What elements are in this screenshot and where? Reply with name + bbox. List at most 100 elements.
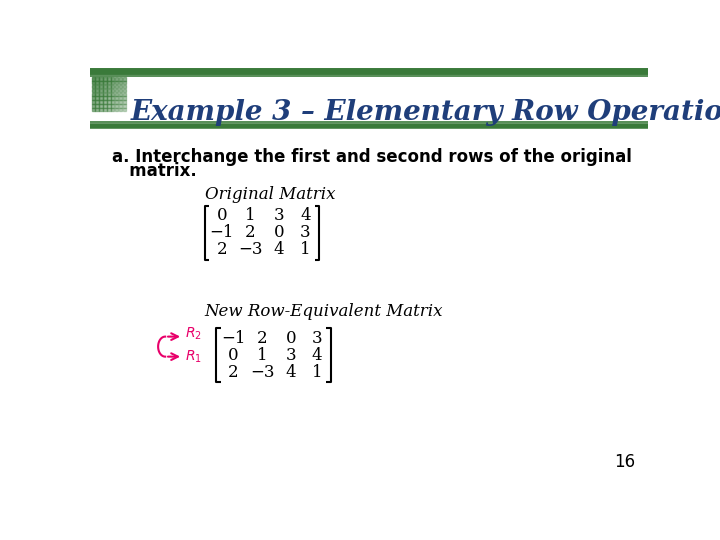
Bar — [99, 100, 103, 104]
Bar — [96, 81, 99, 84]
Text: 2: 2 — [217, 241, 227, 258]
Bar — [114, 96, 118, 100]
Text: 1: 1 — [312, 363, 323, 381]
Bar — [119, 96, 122, 100]
Bar — [107, 100, 111, 104]
Text: −3: −3 — [238, 241, 263, 258]
Bar — [111, 96, 114, 100]
Bar — [122, 96, 126, 100]
Text: 4: 4 — [312, 347, 323, 363]
Bar — [119, 104, 122, 107]
Bar — [107, 77, 111, 80]
Bar — [111, 85, 114, 88]
Text: 1: 1 — [300, 241, 311, 258]
Bar — [96, 89, 99, 92]
Text: 3: 3 — [274, 207, 284, 224]
Text: 1: 1 — [257, 347, 267, 363]
Bar — [114, 108, 118, 111]
Text: Example 3 – Elementary Row Operations: Example 3 – Elementary Row Operations — [130, 99, 720, 126]
Text: Original Matrix: Original Matrix — [204, 186, 336, 204]
Bar — [122, 92, 126, 96]
Bar — [114, 77, 118, 80]
Text: 3: 3 — [285, 347, 296, 363]
Bar — [96, 96, 99, 100]
Bar — [111, 89, 114, 92]
Bar — [111, 92, 114, 96]
Bar — [119, 85, 122, 88]
Bar — [91, 104, 95, 107]
Bar — [91, 92, 95, 96]
Bar — [119, 81, 122, 84]
Text: 0: 0 — [228, 347, 239, 363]
Bar — [99, 85, 103, 88]
Text: 2: 2 — [228, 363, 239, 381]
Bar — [103, 77, 107, 80]
Bar — [103, 104, 107, 107]
Bar — [91, 81, 95, 84]
Text: a. Interchange the first and second rows of the original: a. Interchange the first and second rows… — [112, 148, 631, 166]
Bar — [122, 104, 126, 107]
Bar — [107, 89, 111, 92]
Bar — [99, 108, 103, 111]
Bar — [114, 92, 118, 96]
Text: 2: 2 — [257, 329, 267, 347]
Bar — [96, 100, 99, 104]
Bar — [103, 89, 107, 92]
Bar — [122, 77, 126, 80]
Text: $R_2$: $R_2$ — [184, 325, 202, 342]
Bar — [111, 104, 114, 107]
Bar — [114, 81, 118, 84]
Bar — [107, 92, 111, 96]
Bar — [107, 108, 111, 111]
Bar — [111, 81, 114, 84]
Bar — [119, 108, 122, 111]
Bar — [91, 89, 95, 92]
Bar — [107, 81, 111, 84]
Bar — [111, 108, 114, 111]
Bar — [122, 85, 126, 88]
Bar — [122, 89, 126, 92]
Bar — [107, 104, 111, 107]
Bar — [122, 81, 126, 84]
Text: 1: 1 — [245, 207, 256, 224]
Bar — [122, 108, 126, 111]
Bar — [91, 85, 95, 88]
Bar — [99, 96, 103, 100]
Bar — [119, 92, 122, 96]
Bar — [119, 100, 122, 104]
Bar — [91, 108, 95, 111]
Bar — [107, 85, 111, 88]
Text: 4: 4 — [300, 207, 311, 224]
Bar — [103, 85, 107, 88]
Bar — [99, 77, 103, 80]
Bar — [103, 96, 107, 100]
Bar — [96, 92, 99, 96]
Bar — [103, 100, 107, 104]
Bar — [114, 85, 118, 88]
Bar — [122, 100, 126, 104]
Bar — [91, 100, 95, 104]
Bar — [99, 92, 103, 96]
Text: 0: 0 — [274, 224, 284, 241]
Text: 3: 3 — [312, 329, 323, 347]
Bar — [119, 77, 122, 80]
Bar — [107, 96, 111, 100]
Text: −1: −1 — [221, 329, 246, 347]
Text: matrix.: matrix. — [112, 162, 197, 180]
Text: −3: −3 — [250, 363, 274, 381]
Bar — [91, 77, 95, 80]
Bar — [111, 77, 114, 80]
Bar — [119, 89, 122, 92]
Bar — [111, 100, 114, 104]
Text: 0: 0 — [217, 207, 227, 224]
Bar — [99, 89, 103, 92]
Bar — [91, 96, 95, 100]
Bar — [114, 104, 118, 107]
Text: $R_1$: $R_1$ — [184, 348, 202, 365]
Bar — [103, 108, 107, 111]
Bar — [96, 108, 99, 111]
Bar — [99, 81, 103, 84]
Text: −1: −1 — [210, 224, 234, 241]
Text: 4: 4 — [274, 241, 284, 258]
Text: 16: 16 — [613, 454, 635, 471]
